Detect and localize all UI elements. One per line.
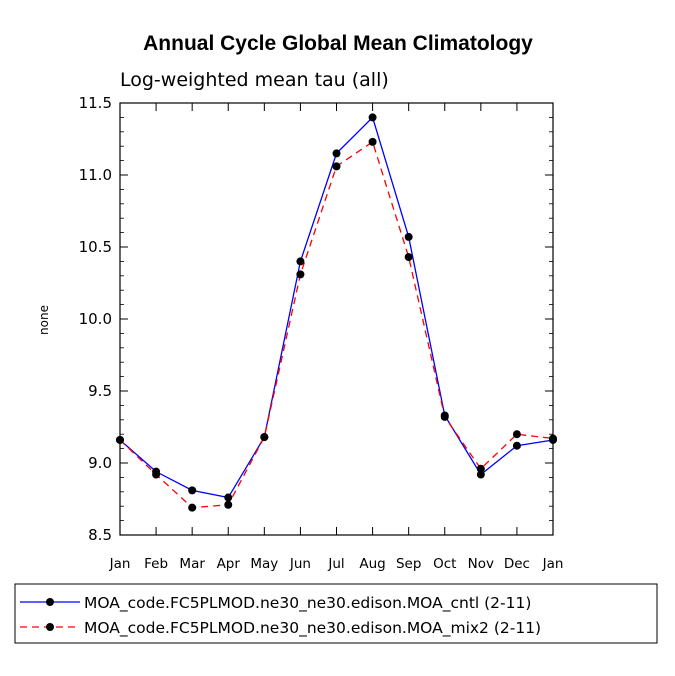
series-1-point — [296, 257, 305, 266]
y-tick-label: 10.0 — [79, 310, 112, 328]
series-2-point — [476, 464, 485, 473]
x-tick-label: Jun — [289, 556, 311, 572]
chart-subtitle: Log-weighted mean tau (all) — [120, 69, 389, 91]
series-2-point — [116, 435, 124, 444]
series-2-point — [332, 162, 341, 171]
y-axis-label: none — [37, 305, 51, 335]
series-1-point — [404, 232, 413, 241]
series-1-point — [476, 470, 485, 479]
x-tick-label: Jan — [542, 556, 564, 572]
series-1-point — [224, 493, 233, 502]
y-tick-label: 10.5 — [79, 238, 112, 256]
legend-box — [14, 583, 658, 644]
series-2-point — [188, 503, 197, 512]
legend-marker-1 — [46, 598, 54, 606]
legend: MOA_code.FC5PLMOD.ne30_ne30.edison.MOA_c… — [20, 594, 541, 638]
series-1-point — [332, 149, 341, 158]
y-tick-label: 8.5 — [88, 526, 112, 544]
x-tick-label: Jan — [109, 556, 131, 572]
series-group — [116, 113, 557, 512]
series-2-point — [260, 433, 269, 442]
series-2-point — [296, 270, 305, 279]
series-2-point — [368, 137, 377, 146]
series-2-point — [512, 430, 521, 439]
x-tick-label: Mar — [179, 556, 205, 572]
series-2-point — [152, 470, 161, 479]
x-tick-label: Apr — [217, 556, 241, 572]
series-2-point — [224, 500, 233, 509]
chart-title: Annual Cycle Global Mean Climatology — [143, 32, 533, 55]
x-ticks: Jan Feb Mar Apr May Jun Jul Aug Sep Oct Nov Dec Jan — [109, 103, 564, 572]
y-tick-label: 11.0 — [79, 166, 112, 184]
series-2-point — [440, 412, 449, 421]
legend-label-1: MOA_code.FC5PLMOD.ne30_ne30.edison.MOA_c… — [84, 594, 531, 613]
x-tick-label: May — [250, 556, 278, 572]
x-tick-label: Dec — [504, 556, 530, 572]
legend-label-2: MOA_code.FC5PLMOD.ne30_ne30.edison.MOA_m… — [84, 619, 541, 638]
x-tick-label: Feb — [144, 556, 168, 572]
legend-marker-2 — [46, 623, 54, 631]
series-line-2 — [119, 140, 554, 509]
y-tick-label: 9.5 — [88, 382, 112, 400]
y-ticks: 8.5 9.0 9.5 10.0 10.5 11.0 11.5 — [79, 94, 553, 544]
series-line-1 — [119, 116, 554, 499]
series-1-point — [512, 441, 521, 450]
x-tick-label: Sep — [396, 556, 421, 572]
series-2-point — [404, 253, 413, 262]
y-tick-label: 11.5 — [79, 94, 112, 112]
series-1-point — [188, 486, 197, 495]
x-tick-label: Aug — [359, 556, 385, 572]
x-tick-label: Jul — [327, 556, 344, 572]
y-tick-label: 9.0 — [88, 454, 112, 472]
x-tick-label: Oct — [433, 556, 456, 572]
x-tick-label: Nov — [468, 556, 494, 572]
series-1-point — [368, 113, 377, 122]
series-2-point — [549, 434, 557, 443]
